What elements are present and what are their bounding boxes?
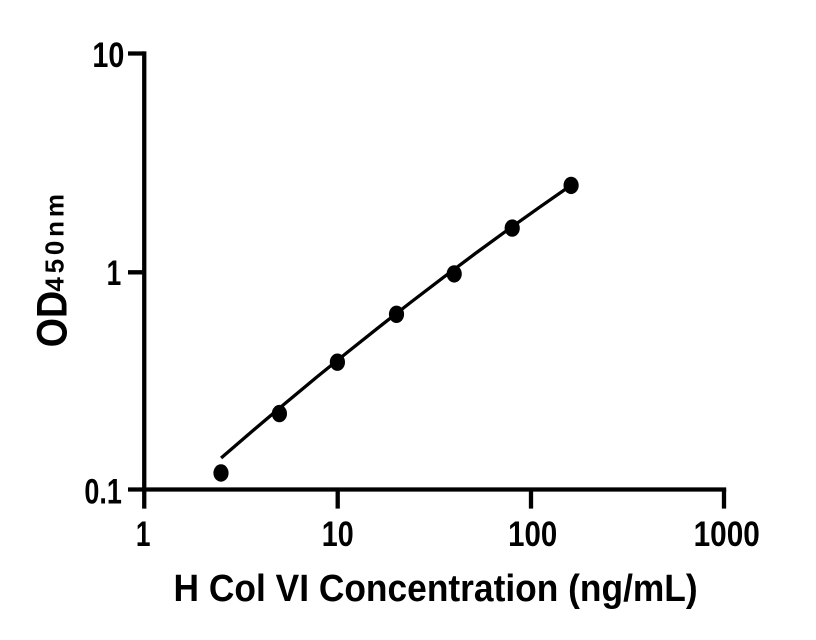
- svg-text:1: 1: [136, 514, 151, 554]
- svg-text:H Col VI Concentration (ng/mL): H Col VI Concentration (ng/mL): [174, 567, 698, 609]
- svg-text:1: 1: [107, 254, 122, 294]
- svg-text:10: 10: [92, 35, 124, 74]
- svg-text:100: 100: [508, 515, 557, 554]
- svg-text:OD: OD: [27, 291, 76, 347]
- svg-text:1000: 1000: [694, 515, 760, 554]
- svg-text:0.1: 0.1: [84, 472, 121, 511]
- svg-text:450nm: 450nm: [39, 190, 69, 291]
- svg-text:10: 10: [322, 514, 354, 553]
